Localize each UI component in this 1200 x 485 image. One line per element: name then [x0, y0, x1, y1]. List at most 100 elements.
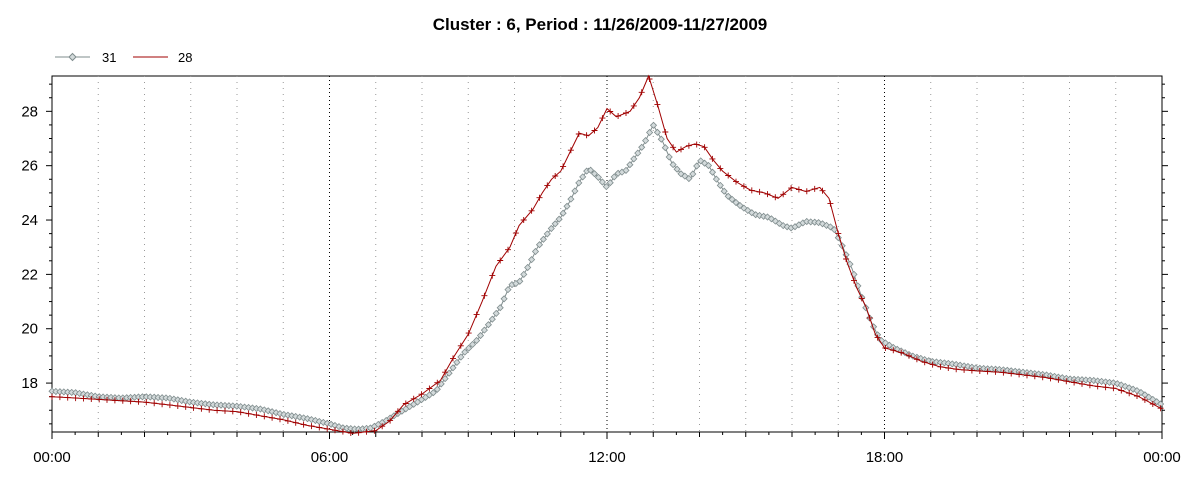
- marker-point: [610, 173, 618, 181]
- marker-point: [803, 188, 810, 195]
- x-tick-label: 00:00: [1143, 449, 1181, 466]
- marker-point: [583, 132, 590, 139]
- marker-point: [590, 170, 599, 178]
- marker-point: [634, 149, 642, 157]
- marker-point: [442, 369, 449, 376]
- marker-point: [516, 277, 524, 285]
- marker-point: [689, 170, 697, 178]
- marker-point: [269, 414, 276, 421]
- marker-point: [531, 247, 540, 256]
- marker-point: [402, 400, 409, 407]
- marker-point: [1047, 375, 1054, 382]
- marker-point: [661, 144, 669, 152]
- marker-point: [921, 359, 928, 366]
- marker-point: [646, 76, 653, 82]
- marker-point: [626, 161, 634, 169]
- marker-point: [465, 330, 472, 337]
- marker-point: [473, 336, 481, 345]
- marker-point: [563, 202, 571, 210]
- marker-point: [347, 430, 354, 436]
- marker-point: [654, 101, 661, 108]
- marker-point: [253, 412, 260, 418]
- marker-point: [119, 397, 126, 404]
- marker-point: [1094, 383, 1101, 390]
- y-tick-label: 26: [21, 158, 38, 175]
- x-tick-label: 18:00: [866, 449, 904, 466]
- marker-point: [520, 217, 527, 223]
- marker-point: [685, 142, 692, 149]
- marker-point: [159, 401, 166, 408]
- marker-point: [135, 398, 142, 405]
- marker-point: [953, 366, 960, 373]
- marker-point: [913, 356, 920, 363]
- marker-point: [1141, 396, 1148, 403]
- marker-point: [728, 195, 736, 203]
- marker-point: [292, 419, 299, 426]
- marker-point: [780, 191, 787, 198]
- marker-point: [827, 200, 834, 207]
- marker-point: [559, 209, 567, 217]
- marker-point: [599, 115, 606, 122]
- series-31: [48, 121, 1165, 433]
- marker-point: [567, 195, 575, 203]
- marker-point: [555, 215, 563, 223]
- marker-point: [882, 345, 889, 351]
- marker-point: [394, 408, 401, 415]
- marker-point: [843, 256, 850, 262]
- marker-point: [929, 361, 936, 368]
- marker-point: [835, 230, 842, 237]
- marker-point: [693, 141, 700, 148]
- marker-point: [1079, 380, 1085, 387]
- axes: 00:00 06:00 12:00 18:00 00:00 18 20 22 24 26 28: [21, 83, 1181, 466]
- marker-point: [111, 397, 118, 404]
- marker-point: [906, 352, 912, 359]
- series-28: [49, 74, 1164, 436]
- marker-point: [434, 379, 441, 386]
- marker-point: [72, 395, 79, 402]
- marker-point: [143, 399, 150, 406]
- marker-point: [355, 429, 362, 436]
- marker-point: [484, 321, 492, 329]
- plot-area: [51, 75, 1163, 433]
- marker-point: [607, 108, 614, 115]
- marker-point: [277, 416, 283, 423]
- marker-point: [324, 425, 331, 432]
- marker-point: [469, 340, 477, 348]
- marker-point: [732, 198, 740, 207]
- marker-point: [1102, 384, 1109, 391]
- marker-point: [316, 424, 323, 431]
- marker-point: [1063, 378, 1070, 385]
- marker-point: [622, 166, 630, 174]
- marker-point: [190, 404, 197, 411]
- marker-point: [1039, 374, 1046, 381]
- series-layer: [48, 74, 1165, 436]
- marker-point: [1008, 370, 1015, 377]
- marker-point: [615, 113, 622, 119]
- marker-point: [571, 187, 579, 195]
- marker-point: [642, 137, 650, 145]
- marker-point: [536, 194, 543, 201]
- legend: 31 28: [55, 50, 192, 65]
- marker-point: [685, 174, 693, 183]
- y-tick-label: 18: [21, 375, 38, 392]
- marker-point: [653, 128, 661, 136]
- marker-point: [575, 179, 583, 187]
- marker-point: [56, 394, 63, 401]
- marker-point: [1149, 401, 1156, 407]
- x-tick-label: 06:00: [311, 449, 349, 466]
- marker-point: [497, 257, 504, 264]
- legend-label-28: 28: [178, 50, 192, 65]
- marker-point: [724, 192, 732, 200]
- marker-point: [567, 147, 574, 154]
- marker-point: [701, 144, 708, 151]
- marker-point: [520, 270, 528, 278]
- marker-point: [528, 256, 536, 264]
- marker-point: [261, 413, 268, 420]
- marker-point: [670, 144, 677, 151]
- y-tick-label: 28: [21, 103, 38, 120]
- marker-point: [708, 168, 717, 176]
- marker-point: [489, 272, 496, 279]
- marker-point: [1055, 376, 1062, 383]
- marker-point: [1126, 390, 1133, 397]
- marker-point: [665, 153, 673, 161]
